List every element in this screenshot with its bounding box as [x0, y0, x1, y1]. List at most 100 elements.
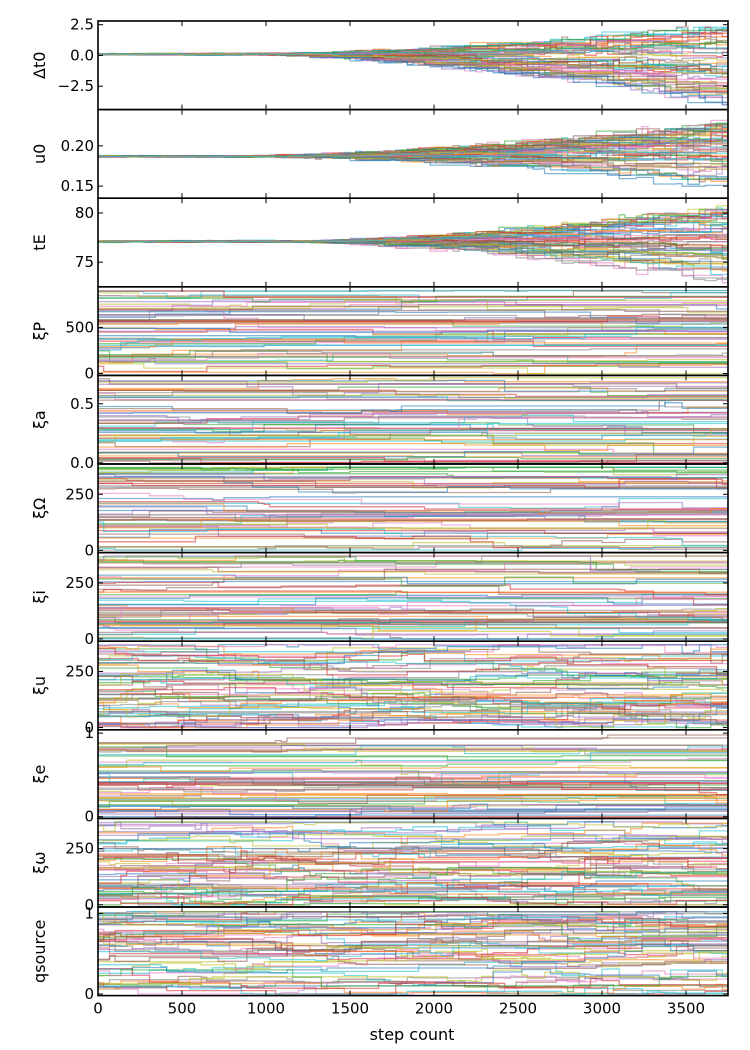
series-line	[98, 394, 728, 399]
series-line	[98, 474, 728, 480]
series-line	[98, 338, 728, 348]
series-line	[98, 535, 728, 549]
series-line	[98, 879, 728, 906]
series-line	[98, 357, 728, 368]
series-line	[98, 692, 728, 702]
series-line	[98, 655, 728, 680]
series-line	[98, 886, 728, 901]
series-line	[98, 538, 728, 550]
y-axis-label: ξP	[30, 321, 49, 340]
y-axis-label: ξΩ	[30, 498, 49, 519]
traces-xiOmega	[98, 466, 728, 552]
y-axis-label: u0	[30, 144, 49, 164]
series-line	[98, 842, 728, 870]
series-line	[98, 911, 728, 934]
series-line	[98, 451, 728, 457]
series-line	[98, 314, 728, 320]
series-line	[98, 533, 728, 539]
series-line	[98, 546, 728, 552]
y-tick-label: 500	[65, 318, 94, 336]
series-line	[98, 782, 728, 785]
y-tick-label: 0	[84, 985, 94, 1003]
series-line	[98, 342, 728, 364]
series-line	[98, 611, 728, 621]
series-line	[98, 934, 728, 970]
series-line	[98, 438, 728, 442]
traces-u0	[98, 119, 728, 187]
series-line	[98, 706, 728, 729]
series-line	[98, 569, 728, 575]
series-line	[98, 350, 728, 358]
series-line	[98, 814, 728, 818]
y-tick-label: 250	[65, 485, 94, 503]
series-line	[98, 519, 728, 530]
series-line	[98, 839, 728, 853]
series-line	[98, 422, 728, 442]
y-tick-label: 75	[75, 253, 94, 271]
y-tick-label: 0	[84, 808, 94, 826]
series-line	[98, 833, 728, 853]
series-line	[98, 428, 728, 437]
series-line	[98, 698, 728, 725]
series-line	[98, 555, 728, 572]
panel-xiomega: 0 250 ξω	[30, 817, 729, 914]
series-line	[98, 692, 728, 709]
series-line	[98, 858, 728, 884]
series-line	[98, 969, 728, 990]
series-line	[98, 743, 728, 753]
series-line	[98, 911, 728, 934]
series-line	[98, 363, 728, 375]
series-line	[98, 377, 728, 383]
series-line	[98, 969, 728, 988]
series-line	[98, 759, 728, 776]
series-line	[98, 920, 728, 955]
series-line	[98, 576, 728, 587]
series-line	[98, 844, 728, 877]
series-line	[98, 751, 728, 766]
series-line	[98, 363, 728, 375]
series-line	[98, 599, 728, 623]
panel-dt0: −2.5 0.0 2.5 Δt0	[30, 16, 729, 111]
x-tick-label: 1000	[247, 1000, 285, 1018]
series-line	[98, 893, 728, 906]
series-line	[98, 707, 728, 725]
series-line	[98, 911, 728, 920]
series-line	[98, 415, 728, 436]
series-line	[98, 340, 728, 348]
series-line	[98, 945, 728, 974]
series-line	[98, 796, 728, 800]
series-line	[98, 299, 728, 309]
series-line	[98, 949, 728, 977]
series-line	[98, 867, 728, 896]
y-tick-label: 0	[84, 719, 94, 737]
series-line	[98, 456, 728, 464]
y-tick-label: 0	[84, 896, 94, 914]
series-line	[98, 769, 728, 775]
series-line	[98, 932, 728, 942]
series-line	[98, 690, 728, 729]
series-line	[98, 737, 728, 744]
series-line	[98, 919, 728, 937]
series-line	[98, 647, 728, 676]
series-line	[98, 664, 728, 703]
y-tick-label: −2.5	[58, 77, 94, 95]
series-line	[98, 861, 728, 876]
series-line	[98, 803, 728, 810]
series-line	[98, 568, 728, 586]
series-line	[98, 617, 728, 636]
series-line	[98, 383, 728, 388]
y-tick-label: 0.0	[70, 46, 94, 64]
series-line	[98, 833, 728, 841]
panels-group: −2.50.02.5Δt00.150.20u07580tE0500ξP0.00.…	[30, 16, 729, 1018]
series-line	[98, 637, 728, 640]
x-tick-label: 3000	[583, 1000, 621, 1018]
series-line	[98, 353, 728, 361]
y-tick-label: 0.0	[70, 454, 94, 472]
series-line	[98, 889, 728, 901]
series-line	[98, 222, 728, 244]
panel-xiOmega: 0 250 ξΩ	[30, 463, 729, 559]
series-line	[98, 473, 728, 485]
traces-qsource	[98, 911, 728, 995]
series-line	[98, 947, 728, 967]
y-tick-label: 2.5	[70, 16, 94, 34]
